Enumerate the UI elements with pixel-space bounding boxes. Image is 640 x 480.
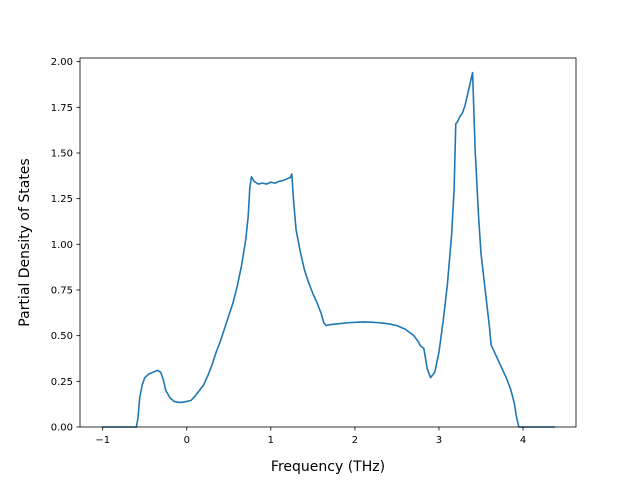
x-tick-label: 4	[520, 435, 526, 446]
axes-frame	[79, 57, 577, 428]
x-axis: −1 0 1 2 3 4	[95, 427, 526, 446]
y-tick-label: 1.00	[51, 240, 73, 251]
x-tick-label: 3	[436, 435, 442, 446]
x-axis-label: Frequency (THz)	[271, 459, 385, 475]
y-tick-label: 2.00	[51, 57, 73, 68]
series-line-pdos	[101, 71, 555, 428]
x-tick-label: −1	[95, 435, 110, 446]
y-tick-label: 1.50	[51, 148, 73, 159]
x-tick-label: 0	[184, 435, 190, 446]
x-tick-label: 2	[352, 435, 358, 446]
y-tick-label: 0.50	[51, 331, 73, 342]
y-axis: 0.00 0.25 0.50 0.75 1.00 1.25 1.50 1.75 2.00	[51, 57, 80, 434]
y-axis-label: Partial Density of States	[17, 158, 33, 326]
y-tick-label: 1.25	[51, 194, 73, 205]
y-tick-label: 1.75	[51, 103, 73, 114]
plot-area	[101, 71, 555, 428]
x-tick-label: 1	[268, 435, 274, 446]
y-tick-label: 0.00	[51, 423, 73, 434]
y-tick-label: 0.75	[51, 285, 73, 296]
y-tick-label: 0.25	[51, 377, 73, 388]
